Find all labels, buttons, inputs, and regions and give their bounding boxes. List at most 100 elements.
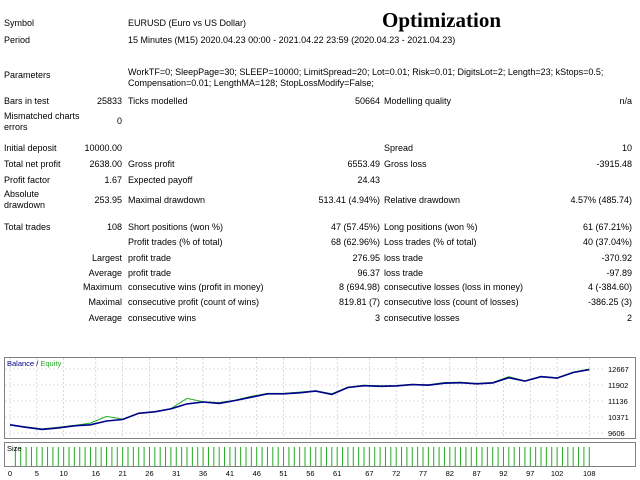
maximal-drawdown-label: Maximal drawdown: [128, 195, 206, 205]
bars-in-test-label: Bars in test: [4, 96, 50, 106]
x-tick-label: 26: [145, 469, 153, 478]
loss-trades-value: 40 (37.04%): [582, 237, 632, 247]
x-tick-label: 16: [92, 469, 100, 478]
maximal-label: Maximal: [88, 297, 122, 307]
ticks-modelled-label: Ticks modelled: [128, 96, 188, 106]
grid-lines: [5, 358, 604, 438]
short-positions-value: 47 (57.45%): [330, 222, 380, 232]
largest-label: Largest: [91, 253, 122, 263]
average-profit-trade-value: 96.37: [357, 268, 380, 278]
y-tick-label: 11902: [608, 381, 628, 390]
average-consecutive-wins-label: consecutive wins: [128, 313, 197, 323]
y-tick-labels: 12667 11902 11136 10371 9606: [608, 365, 629, 438]
maximal-consecutive-loss-label: consecutive loss (count of losses): [384, 297, 519, 307]
long-positions-value: 61 (67.21%): [582, 222, 632, 232]
profit-factor-label: Profit factor: [4, 175, 51, 185]
absolute-drawdown-value: 253.95: [94, 195, 122, 205]
mismatched-value: 0: [116, 116, 122, 126]
parameters-line-2: Compensation=0.01; LengthMA=128; StopLos…: [128, 78, 374, 88]
average-loss-trade-label: loss trade: [384, 268, 424, 278]
spread-label: Spread: [384, 143, 414, 153]
x-tick-label: 46: [253, 469, 261, 478]
max-consecutive-losses-label: consecutive losses (loss in money): [384, 282, 524, 292]
expected-payoff-value: 24.43: [357, 175, 380, 185]
modelling-quality-label: Modelling quality: [384, 96, 452, 106]
mismatched-label-line-1: Mismatched charts: [4, 111, 80, 121]
x-tick-label: 10: [59, 469, 67, 478]
loss-trades-label: Loss trades (% of total): [384, 237, 477, 247]
x-tick-label: 41: [226, 469, 234, 478]
average-consecutive-wins-value: 3: [374, 313, 380, 323]
x-tick-label: 108: [583, 469, 596, 478]
initial-deposit-value: 10000.00: [84, 143, 122, 153]
x-tick-label: 61: [333, 469, 341, 478]
maximal-drawdown-value: 513.41 (4.94%): [318, 195, 380, 205]
size-bars: [14, 447, 590, 466]
balance-series-line: [9, 368, 590, 431]
absolute-drawdown-label-line-2: drawdown: [4, 200, 46, 210]
relative-drawdown-value: 4.57% (485.74): [570, 195, 632, 205]
average-label: Average: [88, 268, 122, 278]
chart-legend: Balance / Equity: [7, 359, 61, 368]
gross-loss-value: -3915.48: [596, 159, 632, 169]
maximal-consecutive-loss-value: -386.25 (3): [587, 297, 632, 307]
gross-profit-label: Gross profit: [128, 159, 175, 169]
mismatched-label-line-2: errors: [4, 122, 28, 132]
ticks-modelled-value: 50664: [354, 96, 380, 106]
parameters-label: Parameters: [4, 70, 51, 80]
short-positions-label: Short positions (won %): [128, 222, 224, 232]
chart-svg: 12667 11902 11136 10371 9606 0 5 10 16 21 26 31 36 4…: [4, 357, 636, 478]
x-tick-label: 56: [306, 469, 314, 478]
average-consecutive-losses-value: 2: [626, 313, 632, 323]
maximum-label: Maximum: [82, 282, 122, 292]
x-tick-label: 87: [472, 469, 480, 478]
x-tick-label: 92: [499, 469, 507, 478]
bars-in-test-value: 25833: [96, 96, 122, 106]
symbol-value: EURUSD (Euro vs US Dollar): [128, 18, 247, 28]
y-tick-label: 12667: [608, 365, 629, 374]
total-trades-value: 108: [106, 222, 122, 232]
x-tick-label: 97: [526, 469, 534, 478]
symbol-label: Symbol: [4, 18, 35, 28]
y-tick-label: 9606: [608, 429, 625, 438]
period-value: 15 Minutes (M15) 2020.04.23 00:00 - 2021…: [128, 35, 456, 45]
x-tick-label: 0: [8, 469, 12, 478]
largest-profit-trade-value: 276.95: [352, 253, 380, 263]
x-tick-label: 36: [199, 469, 207, 478]
y-tick-label: 11136: [608, 397, 628, 406]
legend-balance: Balance: [7, 359, 34, 368]
total-trades-label: Total trades: [4, 222, 51, 232]
profit-factor-value: 1.67: [104, 175, 122, 185]
x-tick-label: 82: [446, 469, 454, 478]
average-consecutive-label: Average: [88, 313, 122, 323]
absolute-drawdown-label-line-1: Absolute: [4, 189, 40, 199]
x-tick-label: 5: [35, 469, 39, 478]
x-tick-label: 51: [279, 469, 287, 478]
max-consecutive-wins-label: consecutive wins (profit in money): [128, 282, 264, 292]
gross-loss-label: Gross loss: [384, 159, 427, 169]
average-loss-trade-value: -97.89: [606, 268, 632, 278]
maximal-consecutive-profit-label: consecutive profit (count of wins): [128, 297, 260, 307]
net-profit-label: Total net profit: [4, 159, 61, 169]
largest-loss-trade-label: loss trade: [384, 253, 424, 263]
relative-drawdown-label: Relative drawdown: [384, 195, 461, 205]
x-tick-label: 102: [551, 469, 564, 478]
legend-separator: /: [34, 359, 40, 368]
max-consecutive-wins-value: 8 (694.98): [338, 282, 380, 292]
net-profit-value: 2638.00: [89, 159, 122, 169]
legend-equity: Equity: [40, 359, 61, 368]
max-consecutive-losses-value: 4 (-384.60): [587, 282, 632, 292]
report-panel: Optimization Symbol EURUSD (Euro vs US D…: [4, 8, 632, 323]
x-tick-label: 77: [419, 469, 427, 478]
x-tick-label: 67: [365, 469, 373, 478]
average-profit-trade-label: profit trade: [128, 268, 172, 278]
x-tick-labels: 0 5 10 16 21 26 31 36 41 46 51 56 61 67 72 77 82 87 92 97 10…: [8, 469, 596, 478]
balance-equity-chart: 12667 11902 11136 10371 9606 0 5 10 16 21 26 31 36 4…: [4, 357, 636, 478]
initial-deposit-label: Initial deposit: [4, 143, 57, 153]
size-label: Size: [7, 444, 22, 453]
x-tick-label: 21: [118, 469, 126, 478]
y-tick-label: 10371: [608, 413, 629, 422]
spread-value: 10: [621, 143, 632, 153]
maximal-consecutive-profit-value: 819.81 (7): [338, 297, 380, 307]
gross-profit-value: 6553.49: [347, 159, 380, 169]
